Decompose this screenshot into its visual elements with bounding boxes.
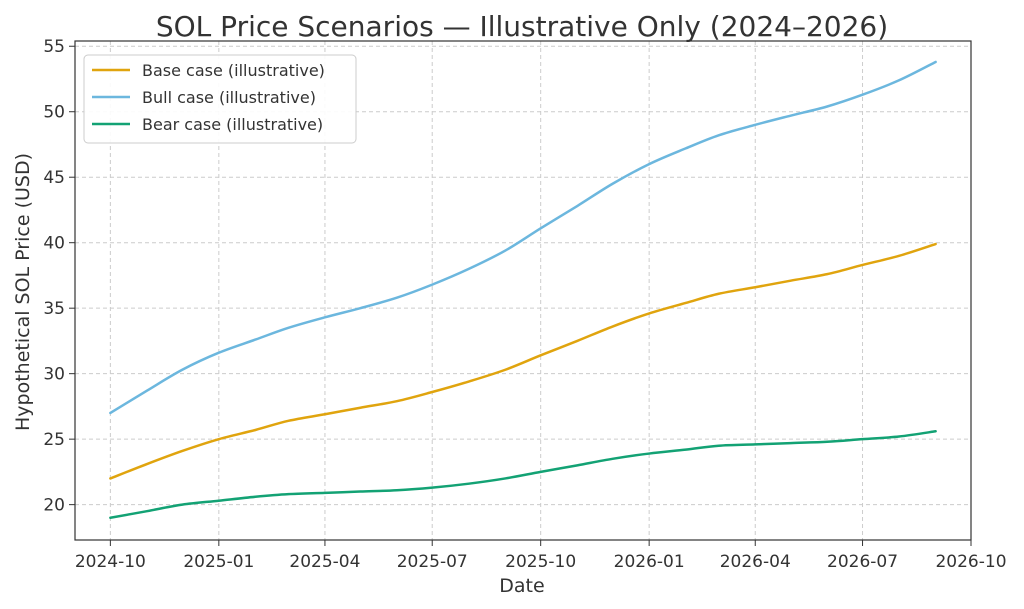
series-line-bear: [109, 430, 937, 519]
x-tick-label: 2026-01: [614, 552, 685, 572]
x-axis-label: Date: [499, 575, 544, 597]
x-tick-label: 2025-01: [183, 552, 254, 572]
chart-title: SOL Price Scenarios — Illustrative Only …: [156, 10, 888, 43]
axes: [74, 40, 972, 541]
x-tick-label: 2026-07: [827, 552, 898, 572]
legend-entry-label: Base case (illustrative): [142, 61, 325, 80]
grid: [75, 41, 972, 540]
y-tick-label: 25: [43, 430, 65, 450]
x-tick-label: 2025-04: [289, 552, 360, 572]
y-tick-label: 50: [43, 103, 65, 123]
y-tick-label: 40: [43, 234, 65, 254]
y-tick-label: 55: [43, 37, 65, 57]
legend-entry-label: Bear case (illustrative): [142, 115, 323, 134]
y-axis-label: Hypothetical SOL Price (USD): [12, 153, 34, 431]
legend: Base case (illustrative) Bull case (illus…: [83, 54, 357, 144]
legend-box: [83, 54, 357, 144]
series-line-base: [109, 242, 937, 480]
y-tick-label: 20: [43, 496, 65, 516]
x-tick-label: 2025-07: [397, 552, 468, 572]
y-tick-label: 35: [43, 299, 65, 319]
plot-frame: [74, 40, 972, 541]
x-tick-label: 2026-04: [720, 552, 791, 572]
x-tick-label: 2026-10: [935, 552, 1006, 572]
legend-entry-label: Bull case (illustrative): [142, 88, 316, 107]
x-tick-label: 2024-10: [75, 552, 146, 572]
series-line-bull: [109, 60, 937, 415]
x-axis-ticks: 2024-10 2025-01 2025-04 2025-07 2025-10 2026-…: [75, 540, 1007, 572]
y-tick-label: 30: [43, 365, 65, 385]
y-axis-ticks: 20 25 30 35 40 45 50 55: [43, 37, 75, 516]
y-tick-label: 45: [43, 168, 65, 188]
series-lines: [109, 60, 937, 519]
x-tick-label: 2025-10: [505, 552, 576, 572]
